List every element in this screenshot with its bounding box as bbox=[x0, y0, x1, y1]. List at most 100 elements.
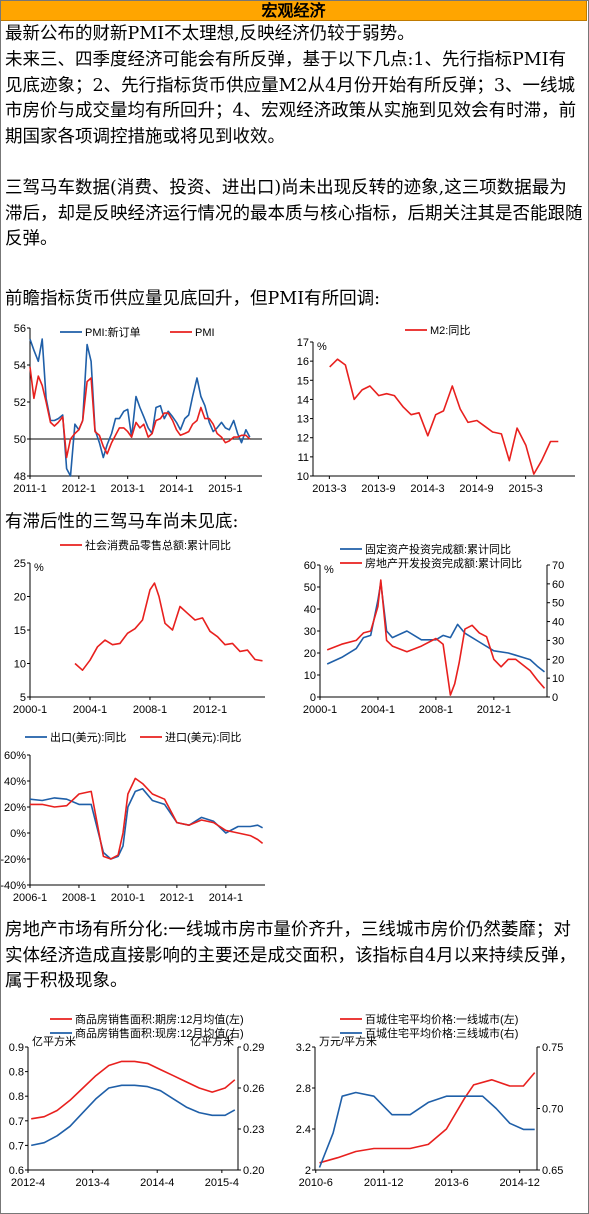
y-tick-label: 20% bbox=[4, 802, 26, 814]
y-tick-label: 60 bbox=[304, 560, 316, 572]
series-line-1 bbox=[326, 581, 545, 673]
y-tick-label: 0.7 bbox=[9, 1116, 24, 1128]
unit-label-right: 亿平方米 bbox=[190, 1034, 234, 1048]
heading-leading-indicators: 前瞻指标货币供应量见底回升，但PMI有所回调: bbox=[5, 289, 381, 309]
x-tick-label: 2008-1 bbox=[133, 704, 167, 716]
y-tick-label: 0.8 bbox=[9, 1091, 24, 1103]
y-tick-label: 50 bbox=[14, 434, 26, 446]
y-tick-label: 2.8 bbox=[296, 1083, 311, 1095]
y-tick-label-right: 0.65 bbox=[542, 1165, 563, 1177]
y-tick-label-right: 50 bbox=[552, 598, 564, 610]
y-tick-label: 20 bbox=[304, 648, 316, 660]
y-tick-label-right: 70 bbox=[552, 560, 564, 572]
section-title: 宏观经济 bbox=[0, 0, 587, 21]
y-tick-label: 0.7 bbox=[9, 1140, 24, 1152]
y-tick-label: 40% bbox=[4, 776, 26, 788]
y-tick-label: 25 bbox=[14, 558, 26, 570]
x-tick-label: 2008-1 bbox=[419, 704, 453, 716]
unit-label: % bbox=[34, 562, 44, 574]
legend-label-1: 社会消费品零售总额:累计同比 bbox=[85, 538, 231, 552]
x-tick-label: 2012-1 bbox=[477, 704, 511, 716]
chart-sales-area: 0.6 0.7 0.7 0.8 0.8 0.9 0.20 0.23 0.26 0.29 2012-4… bbox=[9, 1012, 265, 1189]
y-tick-label: 16 bbox=[297, 356, 309, 368]
y-tick-label: -40% bbox=[0, 880, 26, 892]
x-tick-label: 2011-12 bbox=[364, 1177, 404, 1189]
legend-label-1: PMI:新订单 bbox=[85, 325, 141, 339]
y-tick-label-right: 20 bbox=[552, 654, 564, 666]
x-tick-label: 2014-4 bbox=[140, 1177, 174, 1189]
x-tick-label: 2015-3 bbox=[508, 483, 542, 495]
unit-label: % bbox=[324, 564, 334, 576]
y-tick-label: 0% bbox=[10, 828, 26, 840]
y-tick-label-right: 0 bbox=[552, 692, 558, 704]
y-tick-label: 14 bbox=[297, 394, 309, 406]
y-tick-label: 10 bbox=[14, 659, 26, 671]
paragraph-outlook: 未来三、四季度经济可能会有所反弹，基于以下几点:1、先行指标PMI有见底迹象；2… bbox=[5, 50, 577, 147]
y-tick-label: 0.9 bbox=[9, 1042, 24, 1054]
chart-pmi: 48 50 52 54 56 2011-1 2012-1 2013-1 2014-1 2015-1… bbox=[13, 323, 262, 495]
y-tick-label: 0.6 bbox=[9, 1165, 24, 1177]
paragraph-troika: 三驾马车数据(消费、投资、进出口)尚未出现反转的迹象,这三项数据最为滞后，却是反… bbox=[5, 178, 583, 249]
series-line-2 bbox=[326, 579, 546, 696]
legend-label-2: 进口(美元):同比 bbox=[165, 731, 241, 744]
x-tick-label: 2015-1 bbox=[208, 483, 242, 495]
y-tick-label: 30 bbox=[304, 626, 316, 638]
series-line-1 bbox=[31, 1060, 236, 1120]
y-tick-label: 12 bbox=[297, 433, 309, 445]
chart-retail-sales: 5 10 15 20 25 2000-1 2004-1 2008-1 2012-1% 社会消费品零… bbox=[13, 538, 265, 716]
x-tick-label: 2006-1 bbox=[13, 892, 47, 904]
x-tick-label: 2000-1 bbox=[13, 704, 47, 716]
heading-troika: 有滞后性的三驾马车尚未见底: bbox=[5, 512, 239, 532]
y-tick-label: 15 bbox=[297, 375, 309, 387]
y-tick-label-right: 10 bbox=[552, 673, 564, 685]
x-tick-label: 2013-9 bbox=[361, 483, 395, 495]
unit-label: % bbox=[317, 341, 327, 353]
x-tick-label: 2015-4 bbox=[205, 1177, 239, 1189]
series-line-2 bbox=[31, 1084, 236, 1147]
y-tick-label: 50 bbox=[304, 582, 316, 594]
x-tick-label: 2011-1 bbox=[13, 483, 46, 495]
x-tick-label: 2014-1 bbox=[159, 483, 193, 495]
y-tick-label-right: 0.70 bbox=[542, 1104, 563, 1116]
y-tick-label-right: 30 bbox=[552, 635, 564, 647]
y-tick-label: 13 bbox=[297, 414, 309, 426]
y-tick-label: 52 bbox=[14, 397, 26, 409]
y-tick-label: 3.2 bbox=[296, 1042, 311, 1054]
legend-label-1: 百城住宅平均价格:一线城市(左) bbox=[365, 1012, 518, 1026]
series-line-1 bbox=[319, 1072, 536, 1164]
y-tick-label: 10 bbox=[304, 670, 316, 682]
unit-label-left: 亿平方米 bbox=[32, 1034, 76, 1048]
y-tick-label: 56 bbox=[14, 323, 26, 335]
x-tick-label: 2004-1 bbox=[361, 704, 395, 716]
y-tick-label: 48 bbox=[14, 471, 26, 483]
x-tick-label: 2012-1 bbox=[160, 892, 194, 904]
legend-label-1: M2:同比 bbox=[430, 324, 470, 337]
chart-m2: 10 11 12 13 14 15 16 17 2013-3 2013-9 2014-3 2014-9… bbox=[297, 324, 575, 495]
x-tick-label: 2014-1 bbox=[209, 892, 243, 904]
y-tick-label-right: 60 bbox=[552, 579, 564, 591]
y-tick-label: 54 bbox=[14, 360, 26, 372]
y-tick-label: 40 bbox=[304, 604, 316, 616]
y-tick-label-right: 0.20 bbox=[243, 1165, 264, 1177]
x-tick-label: 2013-1 bbox=[111, 483, 145, 495]
y-tick-label: 0.8 bbox=[9, 1067, 24, 1079]
series-line-1 bbox=[29, 787, 263, 860]
x-tick-label: 2004-1 bbox=[73, 704, 107, 716]
series-line-1 bbox=[74, 582, 263, 671]
series-line-1 bbox=[329, 358, 559, 475]
x-tick-label: 2012-4 bbox=[11, 1177, 45, 1189]
x-tick-label: 2013-6 bbox=[435, 1177, 469, 1189]
y-tick-label: 15 bbox=[14, 625, 26, 637]
x-tick-label: 2012-1 bbox=[62, 483, 96, 495]
x-tick-label: 2014-12 bbox=[499, 1177, 539, 1189]
x-tick-label: 2013-4 bbox=[75, 1177, 109, 1189]
y-tick-label: 20 bbox=[14, 592, 26, 604]
series-line-2 bbox=[29, 366, 251, 459]
legend-label-2: 百城住宅平均价格:三线城市(右) bbox=[365, 1026, 518, 1040]
y-tick-label-right: 0.23 bbox=[243, 1124, 264, 1136]
x-tick-label: 2008-1 bbox=[62, 892, 96, 904]
y-tick-label-right: 40 bbox=[552, 617, 564, 629]
chart-trade: -40% -20% 0% 20% 40% 60% 2006-1 2008-1 2010-1 201… bbox=[0, 730, 265, 904]
y-tick-label: 17 bbox=[297, 337, 309, 349]
y-tick-label: 5 bbox=[20, 692, 26, 704]
